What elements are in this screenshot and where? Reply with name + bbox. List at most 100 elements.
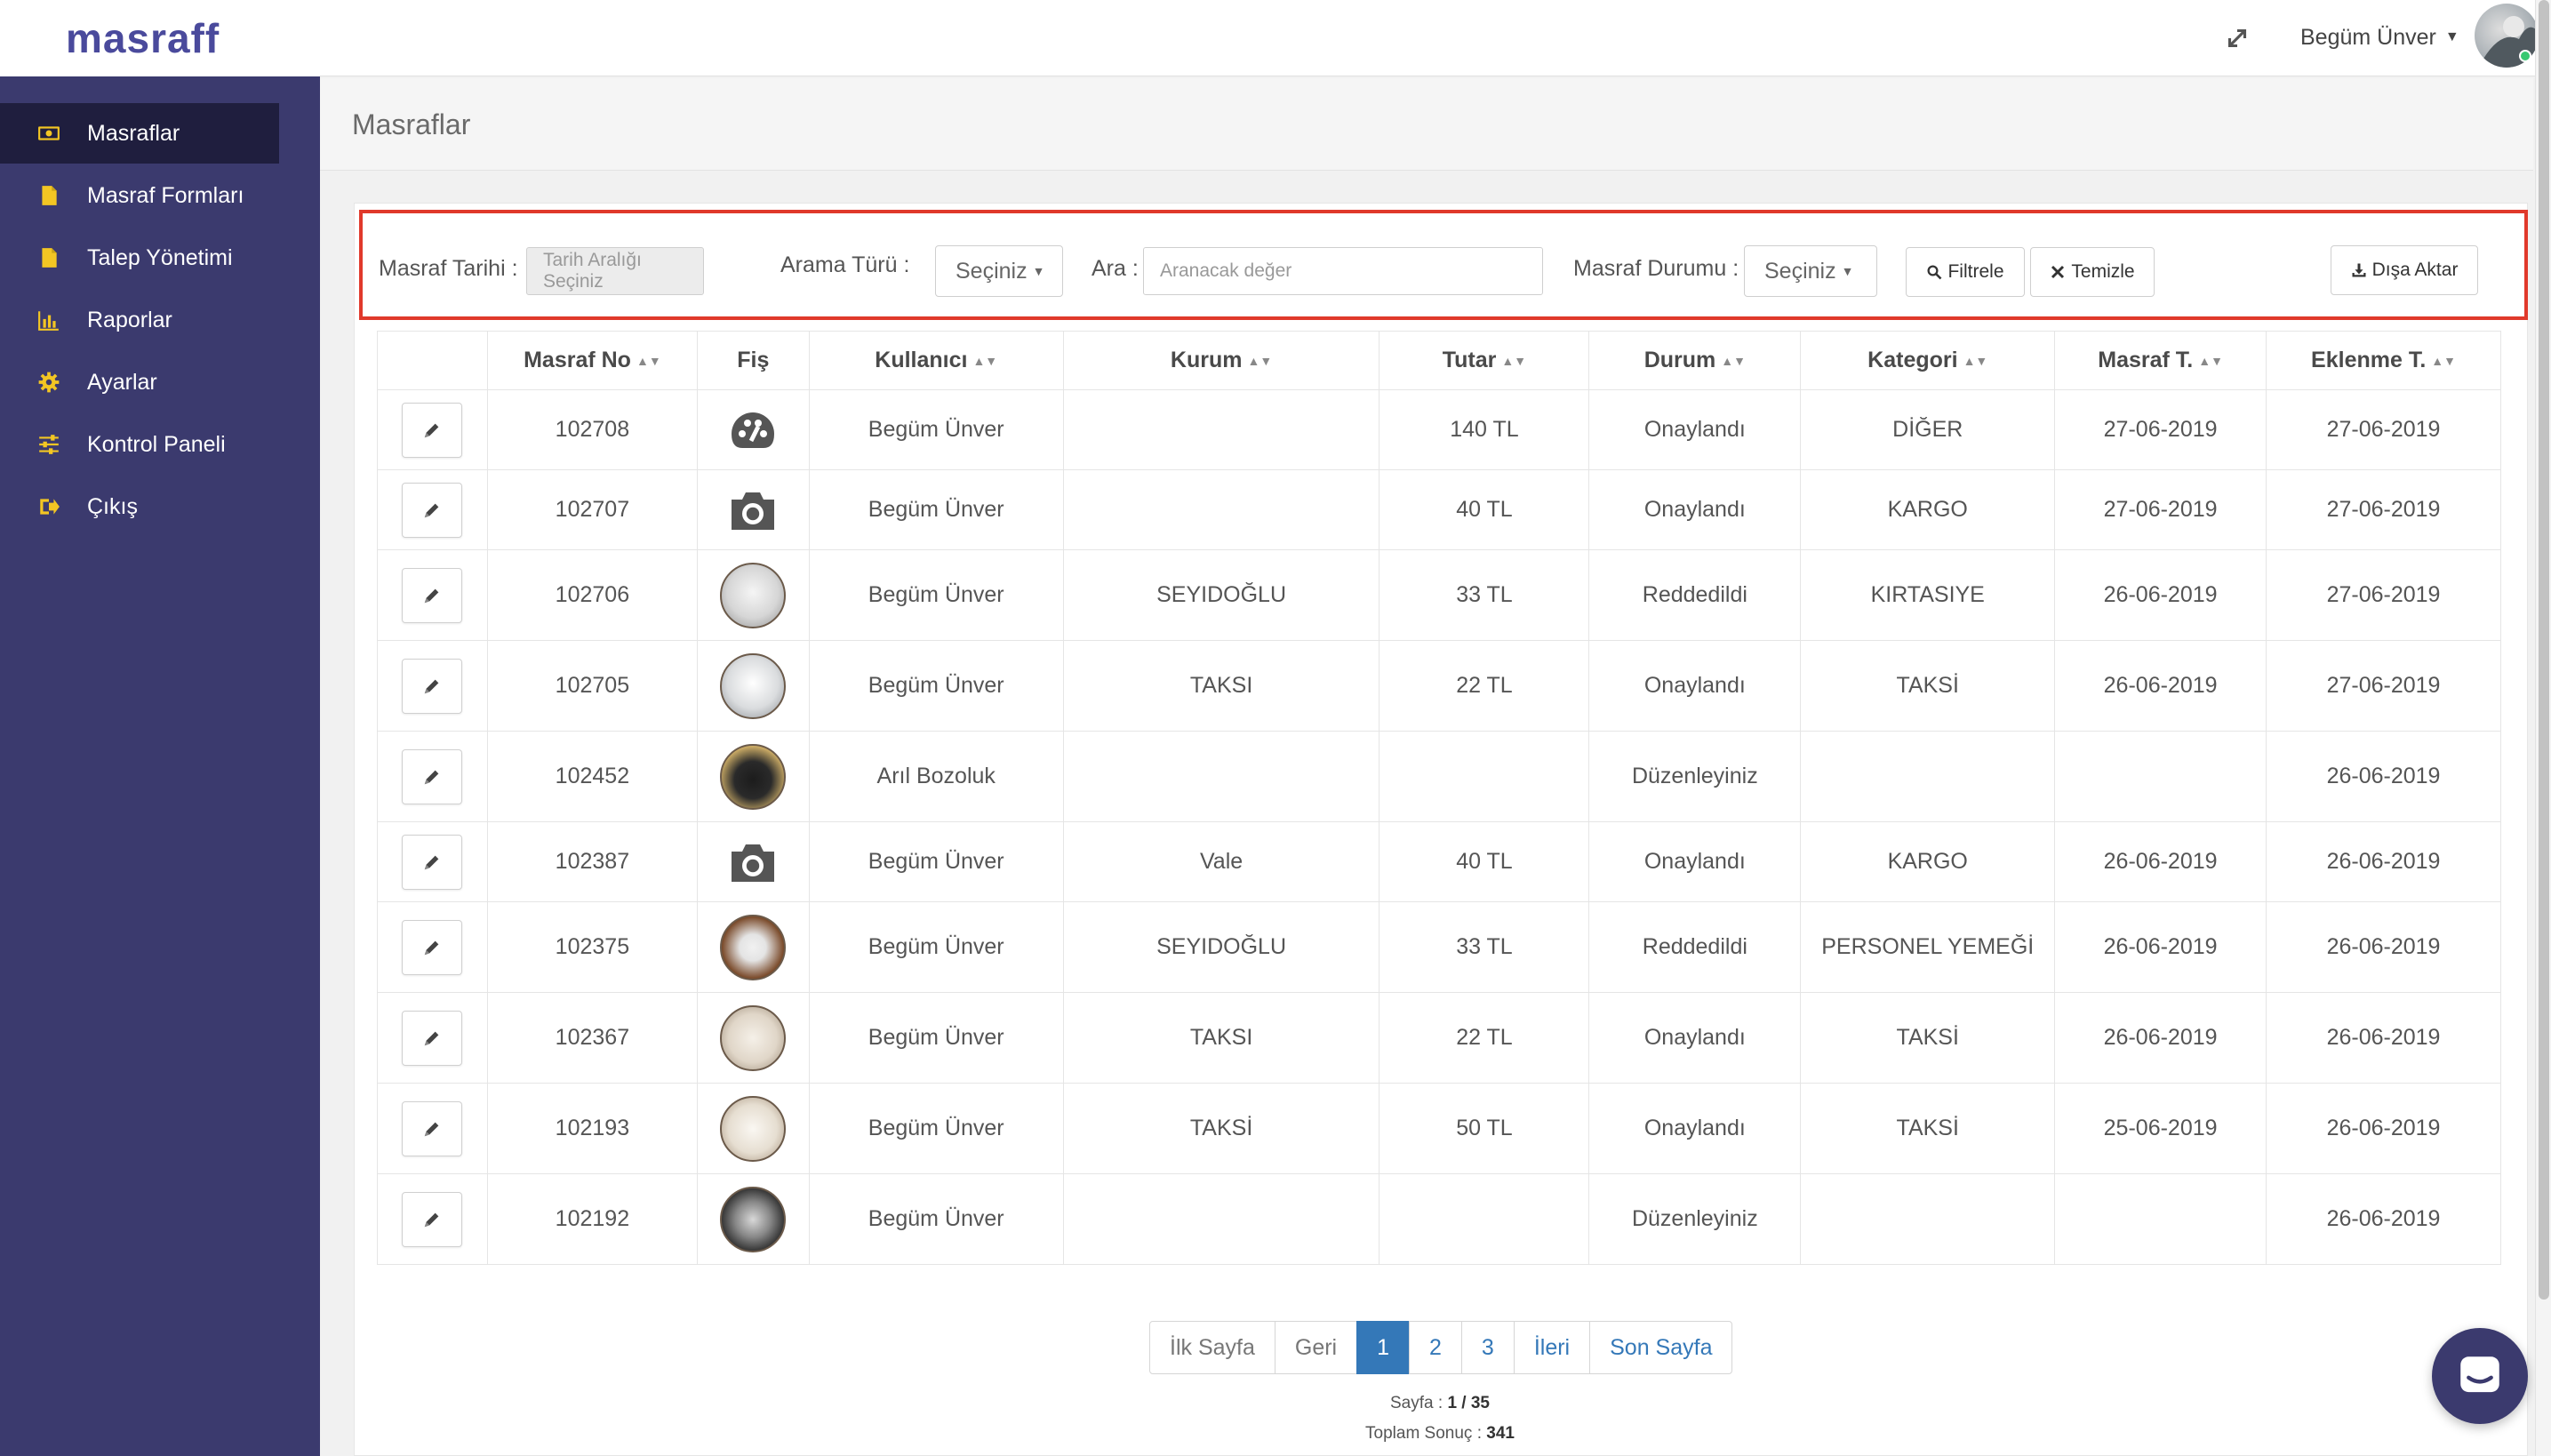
- last-page-button[interactable]: Son Sayfa: [1589, 1321, 1733, 1374]
- table-row[interactable]: 102192 Begüm Ünver Düzenleyiniz 26-06-2019: [377, 1173, 2501, 1265]
- expand-icon[interactable]: [2222, 23, 2252, 53]
- edit-button[interactable]: [402, 1010, 463, 1066]
- palette-icon[interactable]: [728, 412, 778, 448]
- column-header-tutar[interactable]: Tutar ▲▼: [1379, 331, 1590, 390]
- receipt-thumbnail[interactable]: [720, 914, 787, 980]
- edit-cell: [377, 821, 488, 902]
- sidebar-item-raporlar[interactable]: Raporlar: [0, 290, 320, 350]
- user-menu[interactable]: Begüm Ünver ▼: [2300, 20, 2459, 55]
- cell-eklenme-t: 26-06-2019: [2266, 901, 2501, 993]
- cell-kullanici: Begüm Ünver: [808, 389, 1064, 470]
- edit-button[interactable]: [402, 1100, 463, 1156]
- edit-cell: [377, 992, 488, 1084]
- column-header-kurum[interactable]: Kurum ▲▼: [1062, 331, 1380, 390]
- column-header-kullanici[interactable]: Kullanıcı ▲▼: [808, 331, 1064, 390]
- sidebar-item-label: Kontrol Paneli: [87, 431, 226, 457]
- search-label: Ara :: [1092, 256, 1139, 281]
- page-button-1[interactable]: 1: [1356, 1321, 1411, 1374]
- column-header-masraf-no[interactable]: Masraf No ▲▼: [486, 331, 698, 390]
- receipt-thumbnail[interactable]: [720, 743, 787, 810]
- camera-icon[interactable]: [728, 492, 778, 530]
- column-header-eklenme-t[interactable]: Eklenme T. ▲▼: [2266, 331, 2501, 390]
- receipt-thumbnail[interactable]: [720, 652, 787, 719]
- receipt-thumbnail[interactable]: [720, 1186, 787, 1252]
- search-type-select[interactable]: Seçiniz ▼: [935, 245, 1063, 297]
- page-button-2[interactable]: 2: [1409, 1321, 1462, 1374]
- edit-button[interactable]: [402, 919, 463, 975]
- cell-fis[interactable]: [696, 1173, 810, 1265]
- pagination: İlk Sayfa Geri 1 2 3 İleri Son Sayfa: [1149, 1321, 1733, 1374]
- cell-masraf-t: 27-06-2019: [2054, 389, 2267, 470]
- table-row[interactable]: 102375 Begüm Ünver SEYIDOĞLU 33 TL Reddedild…: [377, 901, 2501, 993]
- sidebar-item-masraflar[interactable]: Masraflar: [0, 103, 279, 164]
- table-row[interactable]: 102708 Begüm Ünver 140 TL Onaylandı DİĞER 27-…: [377, 389, 2501, 470]
- edit-button[interactable]: [402, 402, 463, 458]
- sidebar-item-masraf-formlari[interactable]: Masraf Formları: [0, 165, 320, 226]
- table-row[interactable]: 102705 Begüm Ünver TAKSI 22 TL Onaylandı TAKS…: [377, 640, 2501, 732]
- cell-masraf-no: 102705: [486, 640, 698, 732]
- table-row[interactable]: 102367 Begüm Ünver TAKSI 22 TL Onaylandı TAKS…: [377, 992, 2501, 1084]
- total-results: Toplam Sonuç : 341: [1365, 1424, 1515, 1443]
- column-header-durum[interactable]: Durum ▲▼: [1588, 331, 1802, 390]
- sort-icon: ▲▼: [1501, 354, 1527, 369]
- edit-button[interactable]: [402, 834, 463, 890]
- cell-kurum: Vale: [1062, 821, 1380, 902]
- table-row[interactable]: 102707 Begüm Ünver 40 TL Onaylandı KARGO 27-0…: [377, 469, 2501, 550]
- prev-page-button[interactable]: Geri: [1274, 1321, 1358, 1374]
- edit-button[interactable]: [402, 658, 463, 714]
- status-select[interactable]: Seçiniz ▼: [1744, 245, 1877, 297]
- cell-kurum: TAKSI: [1062, 640, 1380, 732]
- camera-icon[interactable]: [728, 844, 778, 882]
- table-row[interactable]: 102452 Arıl Bozoluk Düzenleyiniz 26-06-2019: [377, 731, 2501, 822]
- cell-eklenme-t: 27-06-2019: [2266, 469, 2501, 550]
- receipt-thumbnail[interactable]: [720, 1095, 787, 1162]
- cell-fis[interactable]: [696, 821, 810, 902]
- table-row[interactable]: 102387 Begüm Ünver Vale 40 TL Onaylandı KARGO…: [377, 821, 2501, 902]
- sidebar-item-label: Çıkış: [87, 493, 138, 519]
- page-scrollbar[interactable]: [2535, 0, 2551, 1456]
- next-page-button[interactable]: İleri: [1513, 1321, 1591, 1374]
- cell-fis[interactable]: [696, 640, 810, 732]
- edit-button[interactable]: [402, 1191, 463, 1247]
- sidebar-item-ayarlar[interactable]: Ayarlar: [0, 352, 320, 412]
- clear-button[interactable]: Temizle: [2030, 247, 2155, 297]
- cell-fis[interactable]: [696, 901, 810, 993]
- cell-fis[interactable]: [696, 469, 810, 550]
- cell-durum: Onaylandı: [1588, 389, 1802, 470]
- search-input[interactable]: Aranacak değer: [1143, 247, 1543, 295]
- table-row[interactable]: 102193 Begüm Ünver TAKSİ 50 TL Onaylandı TAKS…: [377, 1083, 2501, 1174]
- cell-fis[interactable]: [696, 992, 810, 1084]
- sidebar-item-kontrol-paneli[interactable]: Kontrol Paneli: [0, 414, 320, 475]
- cell-fis[interactable]: [696, 731, 810, 822]
- export-button[interactable]: Dışa Aktar: [2331, 245, 2478, 295]
- cell-fis[interactable]: [696, 1083, 810, 1174]
- edit-button[interactable]: [402, 748, 463, 804]
- edit-button[interactable]: [402, 567, 463, 623]
- sidebar-item-talep-yonetimi[interactable]: Talep Yönetimi: [0, 228, 320, 288]
- logo[interactable]: masraff: [66, 15, 220, 61]
- cell-fis[interactable]: [696, 389, 810, 470]
- date-range-input[interactable]: Tarih Aralığı Seçiniz: [526, 247, 704, 295]
- column-header-fis: Fiş: [696, 331, 810, 390]
- cell-kategori: TAKSİ: [1800, 992, 2056, 1084]
- sidebar-item-cikis[interactable]: Çıkış: [0, 476, 320, 537]
- filter-button[interactable]: Filtrele: [1906, 247, 2025, 297]
- first-page-button[interactable]: İlk Sayfa: [1149, 1321, 1276, 1374]
- edit-button[interactable]: [402, 482, 463, 538]
- cell-fis[interactable]: [696, 549, 810, 641]
- online-status-dot: [2519, 50, 2531, 62]
- receipt-thumbnail[interactable]: [720, 562, 787, 628]
- edit-cell: [377, 731, 488, 822]
- column-header-masraf-t[interactable]: Masraf T. ▲▼: [2054, 331, 2267, 390]
- page-button-3[interactable]: 3: [1460, 1321, 1515, 1374]
- cell-kullanici: Begüm Ünver: [808, 1083, 1064, 1174]
- clear-button-label: Temizle: [2071, 261, 2135, 282]
- cell-eklenme-t: 26-06-2019: [2266, 992, 2501, 1084]
- chat-launcher-button[interactable]: [2432, 1328, 2528, 1424]
- cell-eklenme-t: 27-06-2019: [2266, 640, 2501, 732]
- scrollbar-thumb[interactable]: [2539, 0, 2549, 1300]
- table-row[interactable]: 102706 Begüm Ünver SEYIDOĞLU 33 TL Reddedild…: [377, 549, 2501, 641]
- column-header-kategori[interactable]: Kategori ▲▼: [1800, 331, 2056, 390]
- cell-masraf-no: 102706: [486, 549, 698, 641]
- receipt-thumbnail[interactable]: [720, 1004, 787, 1071]
